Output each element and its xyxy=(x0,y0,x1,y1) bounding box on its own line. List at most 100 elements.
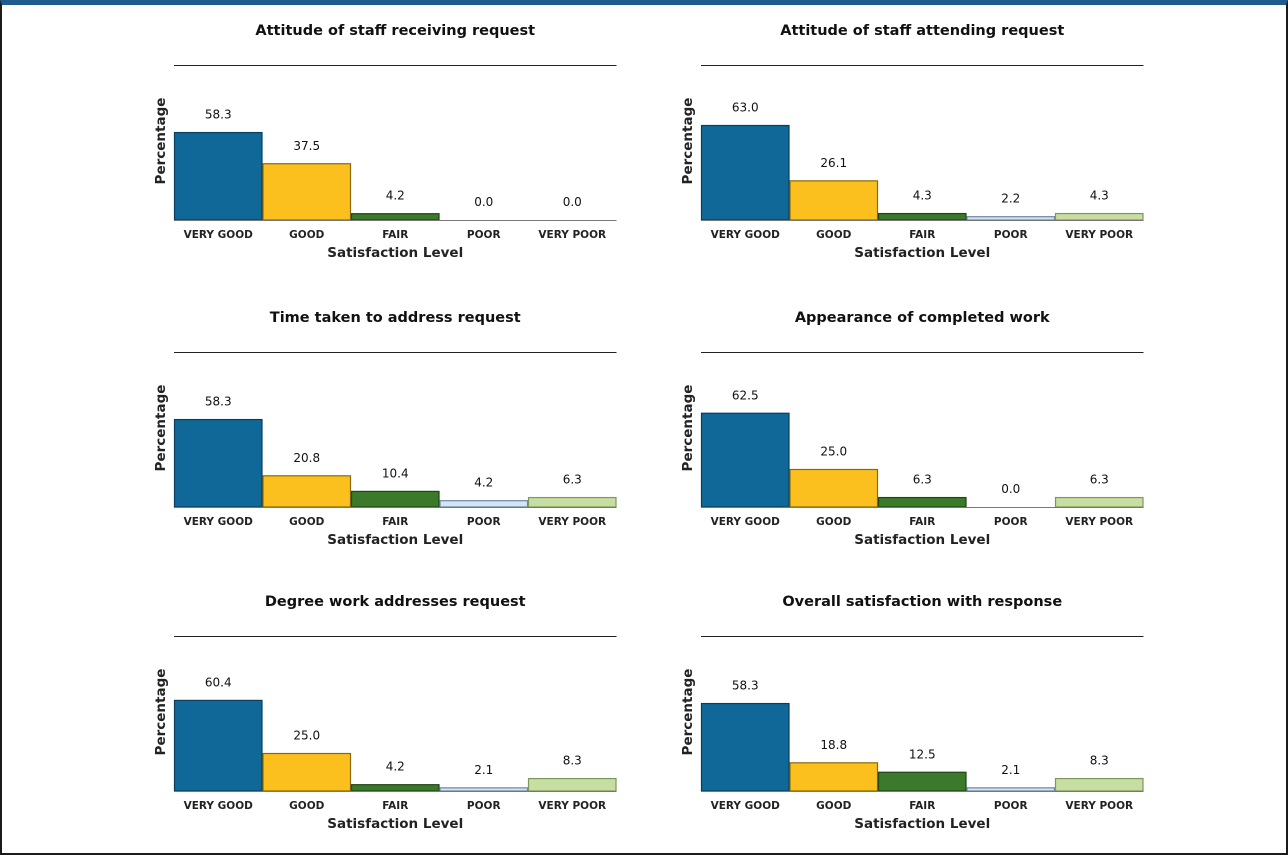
chart-2-data-label-2: 26.1 xyxy=(820,156,847,170)
chart-6-tick-label-5: VERY POOR xyxy=(1065,800,1133,812)
chart-5-data-label-5: 8.3 xyxy=(563,754,582,768)
chart-4-data-label-1: 62.5 xyxy=(732,388,759,402)
chart-2-tick-label-1: VERY GOOD xyxy=(711,229,781,241)
chart-3-bar-1 xyxy=(173,418,263,508)
chart-5-bar-4 xyxy=(439,787,529,792)
chart-1-data-label-2: 37.5 xyxy=(293,139,320,153)
chart-2-y-axis-title: Percentage xyxy=(680,98,696,185)
chart-1-data-label-3: 4.2 xyxy=(386,189,405,203)
chart-1-bar-1 xyxy=(173,131,263,221)
chart-6-data-label-1: 58.3 xyxy=(732,679,759,693)
chart-6-bar-3 xyxy=(877,771,967,792)
chart-3-tick-label-3: FAIR xyxy=(382,516,408,528)
chart-6-data-label-2: 18.8 xyxy=(820,738,847,752)
chart-6-x-axis-title: Satisfaction Level xyxy=(854,816,990,832)
chart-1-bar-2 xyxy=(262,163,352,221)
chart-4-bar-3 xyxy=(877,496,967,508)
chart-5-tick-label-4: POOR xyxy=(467,800,501,812)
chart-6-tick-label-1: VERY GOOD xyxy=(711,800,781,812)
chart-4-data-label-5: 6.3 xyxy=(1090,473,1109,487)
chart-4-tick-label-2: GOOD xyxy=(816,516,851,528)
chart-2-data-label-1: 63.0 xyxy=(732,101,759,115)
chart-5-data-label-3: 4.2 xyxy=(386,760,405,774)
chart-1-tick-label-3: FAIR xyxy=(382,229,408,241)
chart-3-data-label-4: 4.2 xyxy=(474,476,493,490)
chart-2-bar-3 xyxy=(877,212,967,221)
chart-3-bar-3 xyxy=(350,490,440,508)
chart-2-title: Attitude of staff attending request xyxy=(780,23,1064,39)
chart-2-tick-label-5: VERY POOR xyxy=(1065,229,1133,241)
chart-5-bar-3 xyxy=(350,784,440,792)
chart-3-tick-label-1: VERY GOOD xyxy=(184,516,254,528)
chart-3-data-label-5: 6.3 xyxy=(563,473,582,487)
chart-3-x-axis-title: Satisfaction Level xyxy=(327,532,463,548)
chart-5-tick-label-3: FAIR xyxy=(382,800,408,812)
chart-5-bar-5 xyxy=(527,777,617,792)
chart-2-bar-4 xyxy=(966,216,1056,221)
chart-6-bar-5 xyxy=(1054,777,1144,792)
chart-3-tick-label-5: VERY POOR xyxy=(538,516,606,528)
chart-5-bar-2 xyxy=(262,752,352,792)
chart-3-y-axis-title: Percentage xyxy=(153,385,169,472)
chart-2-tick-label-4: POOR xyxy=(994,229,1028,241)
chart-4-tick-label-3: FAIR xyxy=(909,516,935,528)
chart-6-tick-label-2: GOOD xyxy=(816,800,851,812)
chart-3-tick-label-2: GOOD xyxy=(289,516,324,528)
chart-3-bar-4 xyxy=(439,500,529,508)
chart-5-data-label-4: 2.1 xyxy=(474,763,493,777)
chart-3-data-label-2: 20.8 xyxy=(293,451,320,465)
chart-2-tick-label-3: FAIR xyxy=(909,229,935,241)
chart-5-x-axis-title: Satisfaction Level xyxy=(327,816,463,832)
chart-6-bar-4 xyxy=(966,787,1056,792)
chart-1-tick-label-2: GOOD xyxy=(289,229,324,241)
chart-6-bar-1 xyxy=(700,702,790,792)
chart-6-bar-2 xyxy=(789,762,879,792)
chart-1-tick-label-5: VERY POOR xyxy=(538,229,606,241)
chart-5-tick-label-1: VERY GOOD xyxy=(184,800,254,812)
chart-1-bar-3 xyxy=(350,213,440,221)
chart-6-title: Overall satisfaction with response xyxy=(782,594,1062,610)
chart-1-data-label-5: 0.0 xyxy=(563,195,582,209)
chart-5-bar-1 xyxy=(173,699,263,792)
chart-1-tick-label-4: POOR xyxy=(467,229,501,241)
chart-3-bar-2 xyxy=(262,475,352,508)
chart-2-bar-2 xyxy=(789,180,879,221)
chart-4-tick-label-4: POOR xyxy=(994,516,1028,528)
chart-5-data-label-2: 25.0 xyxy=(293,729,320,743)
chart-3-data-label-1: 58.3 xyxy=(205,395,232,409)
chart-4-data-label-2: 25.0 xyxy=(820,445,847,459)
chart-6-y-axis-title: Percentage xyxy=(680,669,696,756)
chart-3-bar-5 xyxy=(527,496,617,508)
chart-1-title: Attitude of staff receiving request xyxy=(255,23,535,39)
chart-4-x-axis-title: Satisfaction Level xyxy=(854,532,990,548)
chart-5-tick-label-5: VERY POOR xyxy=(538,800,606,812)
chart-1-y-axis-title: Percentage xyxy=(153,98,169,185)
chart-6-tick-label-3: FAIR xyxy=(909,800,935,812)
chart-2-tick-label-2: GOOD xyxy=(816,229,851,241)
chart-3-title: Time taken to address request xyxy=(270,310,521,326)
chart-1-data-label-1: 58.3 xyxy=(205,108,232,122)
chart-6-data-label-3: 12.5 xyxy=(909,747,936,761)
chart-4-bar-5 xyxy=(1054,496,1144,508)
chart-4-bar-1 xyxy=(700,412,790,508)
chart-3-data-label-3: 10.4 xyxy=(382,466,409,480)
chart-5-tick-label-2: GOOD xyxy=(289,800,324,812)
chart-2-bar-1 xyxy=(700,124,790,221)
chart-5-title: Degree work addresses request xyxy=(265,594,526,610)
chart-6-data-label-4: 2.1 xyxy=(1001,763,1020,777)
chart-4-y-axis-title: Percentage xyxy=(680,385,696,472)
chart-2-data-label-5: 4.3 xyxy=(1090,189,1109,203)
chart-4-data-label-4: 0.0 xyxy=(1001,482,1020,496)
chart-1-x-axis-title: Satisfaction Level xyxy=(327,245,463,261)
chart-5-data-label-1: 60.4 xyxy=(205,675,232,689)
chart-4-tick-label-5: VERY POOR xyxy=(1065,516,1133,528)
chart-2-data-label-3: 4.3 xyxy=(913,189,932,203)
chart-4-tick-label-1: VERY GOOD xyxy=(711,516,781,528)
chart-2-bar-5 xyxy=(1054,212,1144,221)
chart-4-title: Appearance of completed work xyxy=(795,310,1050,326)
chart-6-data-label-5: 8.3 xyxy=(1090,754,1109,768)
chart-5-y-axis-title: Percentage xyxy=(153,669,169,756)
chart-4-data-label-3: 6.3 xyxy=(913,473,932,487)
chart-2-x-axis-title: Satisfaction Level xyxy=(854,245,990,261)
